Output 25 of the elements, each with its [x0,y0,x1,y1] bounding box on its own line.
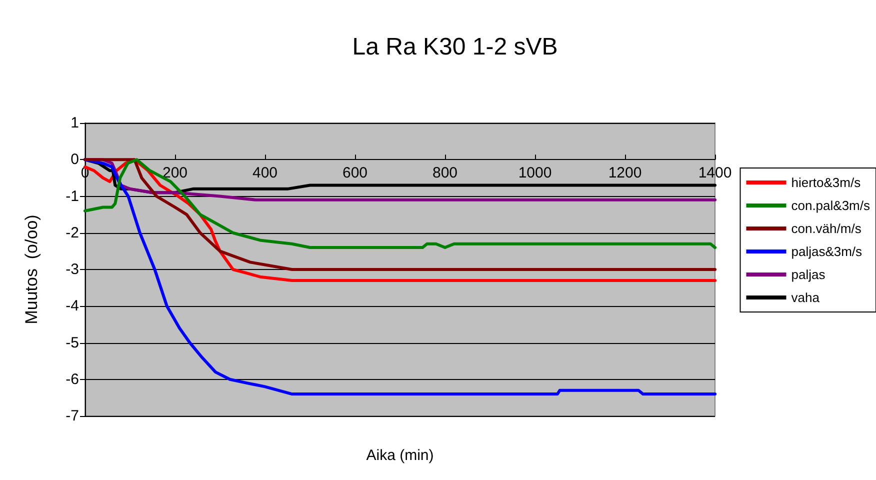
x-tick-label: 1200 [608,164,642,182]
x-tick-label: 1400 [698,164,732,182]
y-tick-label: -6 [66,370,79,388]
legend-label: paljas [791,267,826,282]
x-axis-title: Aika (min) [366,447,434,464]
x-tick-label: 200 [162,164,188,182]
legend-label: vaha [791,290,820,305]
x-tick-label: 800 [432,164,458,182]
chart-title: La Ra K30 1-2 sVB [352,34,558,60]
y-tick-label: -3 [66,261,79,278]
x-tick-label: 1000 [518,164,552,182]
legend-label: con.väh/m/s [791,221,862,236]
y-tick-label: -7 [66,408,79,424]
legend-label: paljas&3m/s [791,244,863,259]
legend-label: hierto&3m/s [791,175,862,190]
x-tick-label: 400 [252,164,278,182]
x-tick-label: 600 [342,164,368,182]
y-tick-label: 1 [70,114,79,132]
y-tick-label: 0 [70,151,79,168]
y-tick-label: -1 [66,188,79,205]
y-tick-label: -2 [66,224,79,242]
y-axis-title: Muutos (o/oo) [22,214,41,324]
legend-label: con.pal&3m/s [791,198,870,213]
y-tick-label: -4 [66,298,79,315]
y-tick-label: -5 [66,334,79,352]
